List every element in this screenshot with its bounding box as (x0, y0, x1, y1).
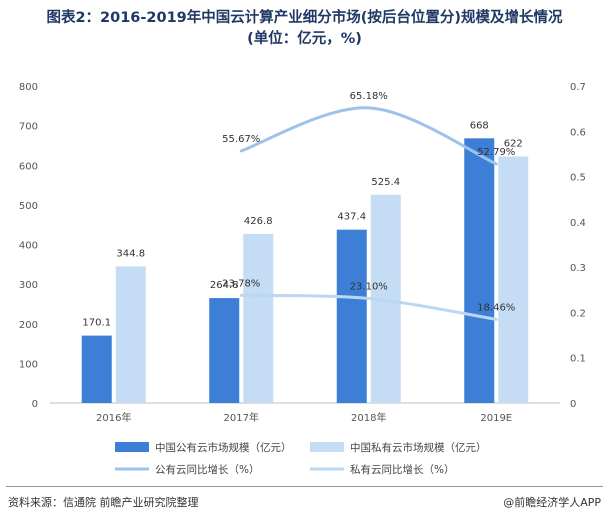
line-value-label: 23.78% (222, 278, 260, 289)
y-right-tick-label: 0.2 (570, 308, 586, 319)
legend-label: 中国公有云市场规模（亿元） (155, 441, 292, 454)
bar-value-label: 264.8 (210, 280, 239, 291)
y-left-tick-label: 400 (19, 241, 38, 252)
chart-title-line2: (单位：亿元，%) (247, 31, 362, 47)
y-right-tick-label: 0.4 (570, 218, 586, 229)
bars (81, 138, 529, 403)
bar-value-label: 525.4 (371, 177, 400, 188)
line-value-label: 23.10% (350, 281, 388, 292)
y-right-tick-label: 0.1 (570, 354, 586, 365)
line-value-label: 55.67% (222, 134, 260, 145)
bar-value-label: 426.8 (244, 216, 273, 227)
source-note: 资料来源：信通院 前瞻产业研究院整理 (8, 496, 199, 509)
legend-swatch (115, 442, 149, 452)
y-left-tick-label: 200 (19, 320, 38, 331)
axes: 0 100 200 300 400 500 600 700 800 0 0.1 0.2 0.3 0.4 0.… (19, 82, 586, 424)
x-tick-label: 2017年 (224, 411, 259, 424)
y-left-tick-label: 600 (19, 161, 38, 172)
bar-value-label: 437.4 (337, 212, 366, 223)
chart-title: 图表2：2016-2019年中国云计算产业细分市场(按后台位置分)规模及增长情况… (0, 8, 609, 50)
line-value-label: 18.46% (477, 302, 515, 313)
line-value-label: 52.79% (477, 147, 515, 158)
legend-label: 中国私有云市场规模（亿元） (350, 441, 487, 454)
chart: 0 100 200 300 400 500 600 700 800 0 0.1 0.2 0.3 0.4 0.… (19, 82, 586, 476)
chart-title-line1: 图表2：2016-2019年中国云计算产业细分市场(按后台位置分)规模及增长情况 (46, 10, 563, 26)
y-right-tick-label: 0 (570, 399, 576, 410)
y-right-tick-label: 0.7 (570, 82, 586, 93)
line-private-growth (239, 293, 498, 321)
footer-divider (6, 486, 603, 487)
bar-public-1 (209, 298, 240, 403)
x-tick-label: 2018年 (351, 411, 386, 424)
legend-label: 私有云同比增长（%） (350, 463, 454, 476)
x-tick-label: 2016年 (96, 411, 131, 424)
y-right-tick-label: 0.3 (570, 263, 586, 274)
line-value-label: 65.18% (350, 91, 388, 102)
y-right-tick-label: 0.5 (570, 173, 586, 184)
y-left-tick-label: 100 (19, 359, 38, 370)
bar-value-label: 170.1 (82, 318, 111, 329)
legend-swatch (310, 442, 344, 452)
legend-label: 公有云同比增长（%） (155, 463, 259, 476)
y-left-tick-label: 300 (19, 280, 38, 291)
bar-value-label: 622 (504, 139, 523, 150)
bar-private-1 (243, 233, 274, 403)
y-right-tick-label: 0.6 (570, 127, 586, 138)
data-labels: 170.1 264.8 437.4 668 344.8 426.8 525.4 622 55.6… (82, 91, 522, 329)
bar-value-label: 668 (470, 120, 489, 131)
y-left-tick-label: 700 (19, 122, 38, 133)
line-public-growth (239, 106, 498, 166)
legend: 中国公有云市场规模（亿元） 中国私有云市场规模（亿元） 公有云同比增长（%） 私有云同… (115, 441, 487, 476)
bar-public-3 (464, 138, 495, 403)
lines (239, 106, 498, 321)
x-tick-label: 2019E (480, 413, 512, 424)
y-left-tick-label: 800 (19, 82, 38, 93)
bar-value-label: 344.8 (116, 248, 145, 259)
bar-public-0 (81, 335, 112, 403)
y-left-tick-label: 0 (32, 399, 38, 410)
y-left-tick-label: 500 (19, 201, 38, 212)
bar-private-3 (498, 156, 529, 403)
bar-public-2 (336, 229, 367, 403)
bar-private-0 (115, 266, 146, 403)
brand-credit: @前瞻经济学人APP (503, 496, 601, 509)
